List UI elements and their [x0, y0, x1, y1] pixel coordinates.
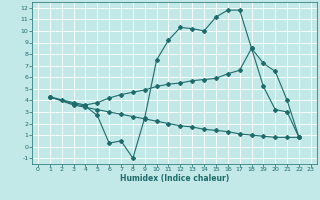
X-axis label: Humidex (Indice chaleur): Humidex (Indice chaleur): [120, 174, 229, 183]
